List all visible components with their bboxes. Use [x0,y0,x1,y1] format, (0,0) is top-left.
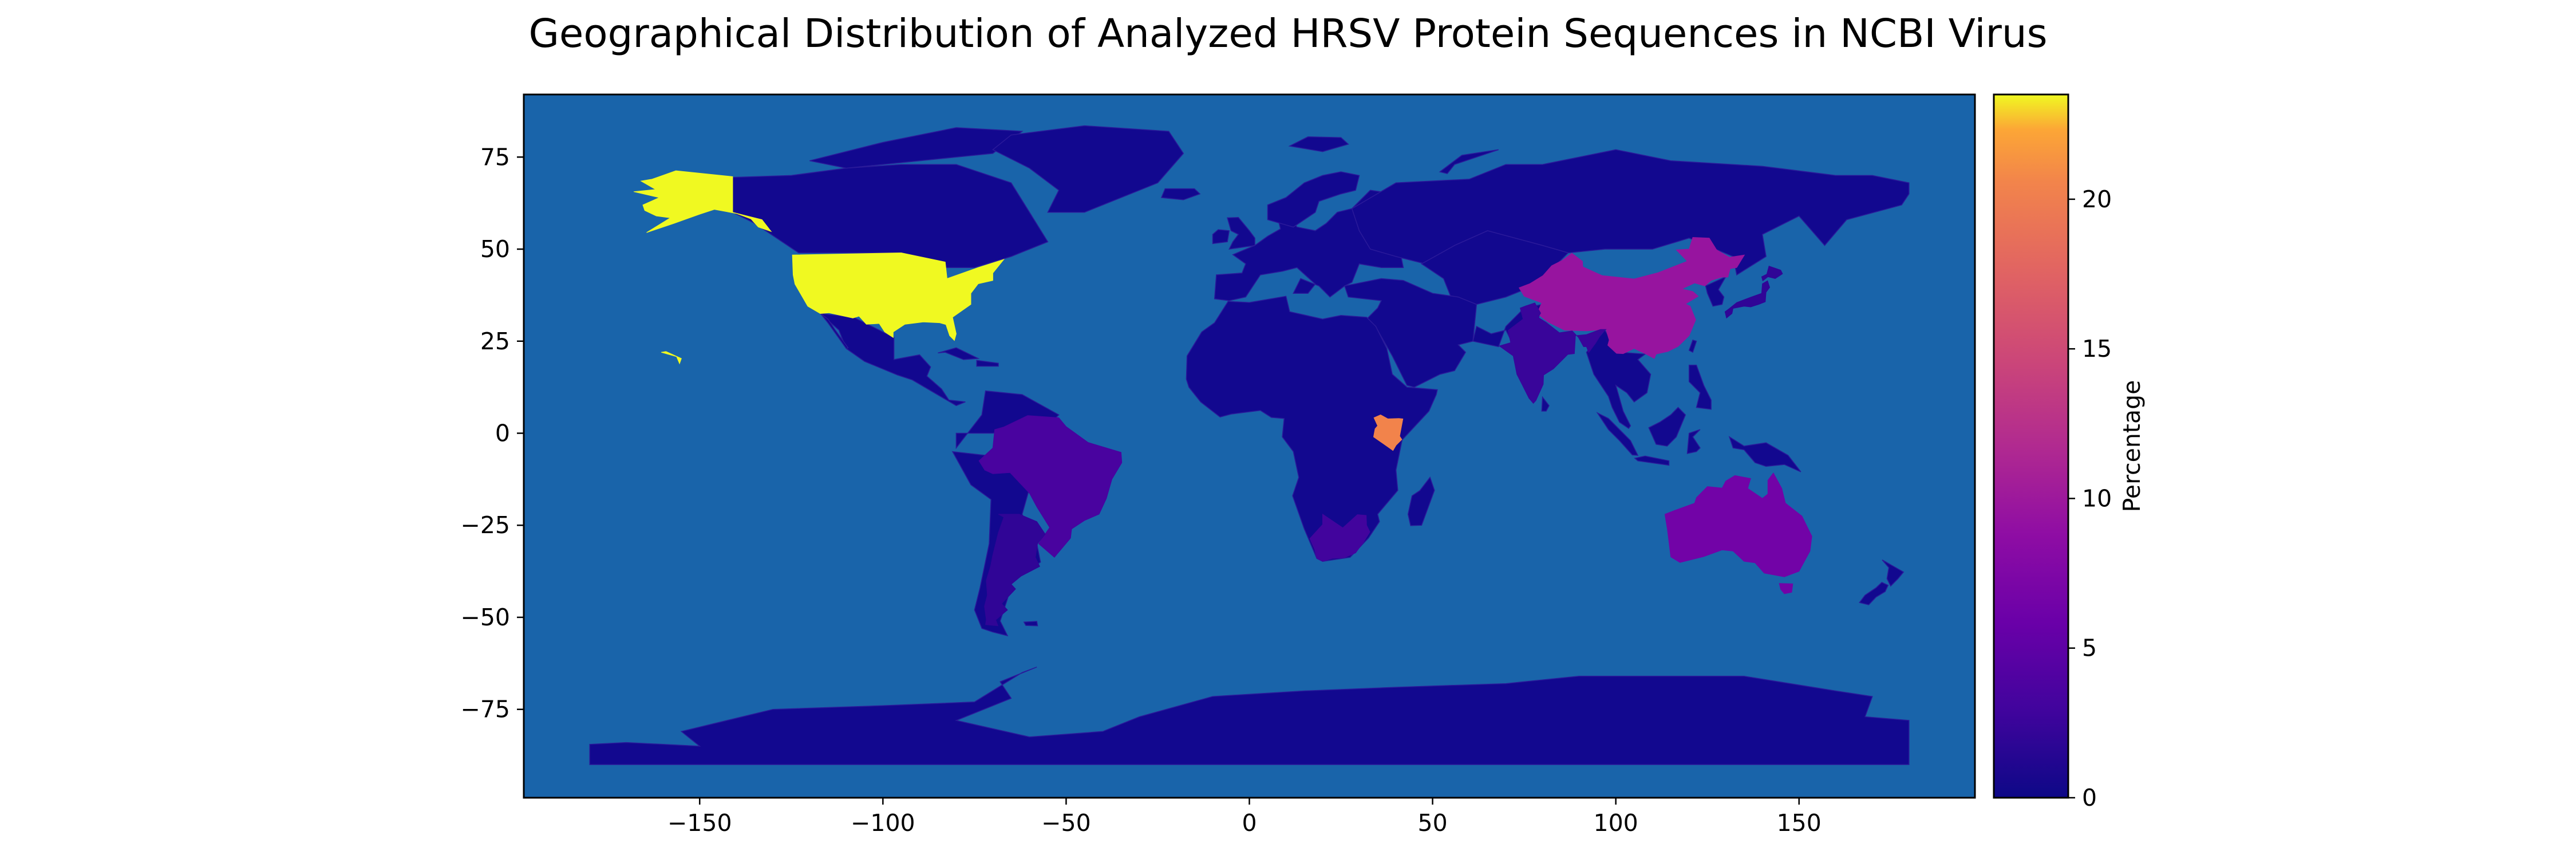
north-america-north [732,164,1049,268]
southeast-asia-mainland [1586,329,1652,430]
africa [1186,295,1438,562]
x-tick-label: −50 [1041,809,1091,837]
colorbar-tick-label: 15 [2082,335,2112,362]
ireland [1212,229,1230,245]
country-brazil [978,415,1123,558]
new-guinea [1728,436,1801,472]
country-australia-1 [1779,583,1793,594]
highlighted-countries [633,170,1812,626]
colorbar-label: Percentage [2118,380,2146,513]
x-tick-label: 150 [1777,809,1822,837]
colorbar-frame [1993,93,2069,799]
y-axis: 75 50 25 0 −25 −50 −75 [460,143,524,723]
philippines [1688,364,1712,410]
svalbard [1288,136,1349,152]
y-tick-label: −50 [460,604,510,631]
colorbar-gradient [1994,94,2068,798]
scandinavia [1267,171,1360,228]
country-india [1498,302,1607,404]
colorbar-tick-label: 5 [2082,635,2097,662]
sri-lanka [1541,396,1550,412]
colorbar-ticks: 0 5 10 15 20 [2068,186,2112,811]
country-japan-1 [1761,265,1783,282]
falklands [1023,621,1038,626]
country-south-africa [1309,513,1370,562]
colorbar-tick-label: 10 [2082,484,2112,512]
korea [1705,275,1727,307]
colorbar-tick-label: 0 [2082,784,2097,811]
country-kenya [1373,414,1404,451]
antarctica [589,667,1910,765]
colorbar-tick-label: 20 [2082,186,2112,213]
land-low-countries [589,125,1910,765]
new-zealand-north [1882,559,1905,587]
country-united-states [792,252,1005,341]
country-china [1518,237,1745,359]
chart-title: Geographical Distribution of Analyzed HR… [528,11,2047,57]
y-tick-label: −75 [460,696,510,723]
borneo [1648,407,1686,447]
y-tick-label: 50 [480,235,510,263]
cuba [938,347,980,360]
java [1634,455,1670,466]
baja-california [820,313,849,349]
madagascar [1407,476,1435,526]
mexico-central-america [819,313,966,407]
x-tick-label: −150 [667,809,732,837]
country-argentina [984,514,1046,626]
y-tick-label: 75 [480,143,510,171]
x-tick-label: 50 [1417,809,1447,837]
new-zealand-south [1859,582,1889,605]
middle-east [1344,278,1477,388]
x-tick-label: 100 [1594,809,1638,837]
britain [1227,216,1255,250]
country-united-states-1 [633,170,772,233]
greenland [992,125,1184,213]
country-japan [1724,280,1771,319]
iceland [1160,188,1201,200]
x-tick-label: −100 [851,809,915,837]
sumatra [1596,412,1639,456]
hispaniola [976,360,999,367]
world-map [524,94,1975,798]
taiwan [1688,339,1697,353]
colorbar: 0 5 10 15 20 Percentage [1993,93,2146,811]
y-tick-label: 0 [495,419,510,447]
x-axis: −150 −100 −50 0 50 100 150 [667,798,1822,837]
novaya-zemlya [1439,149,1499,175]
country-united-states-2 [661,351,682,365]
sulawesi [1686,429,1701,454]
y-tick-label: −25 [460,511,510,539]
y-tick-label: 25 [480,328,510,355]
country-australia [1664,472,1812,577]
x-tick-label: 0 [1242,809,1257,837]
